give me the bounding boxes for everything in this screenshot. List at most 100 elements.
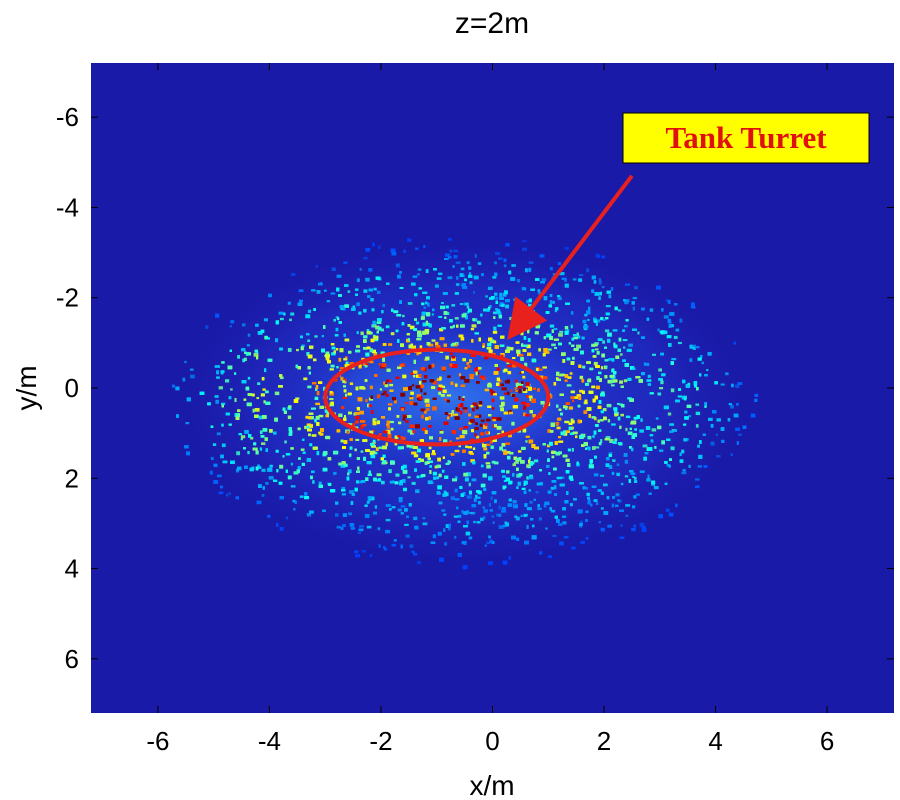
heatmap-cell xyxy=(570,311,574,315)
heatmap-cell xyxy=(562,521,567,525)
heatmap-cell xyxy=(497,417,502,421)
heatmap-cell xyxy=(493,461,499,465)
heatmap-cell xyxy=(608,358,613,361)
heatmap-cell xyxy=(399,481,403,486)
heatmap-cell xyxy=(614,438,618,441)
heatmap-cell xyxy=(667,318,671,323)
heatmap-cell xyxy=(428,481,434,484)
heatmap-cell xyxy=(460,384,466,387)
heatmap-cell xyxy=(647,474,650,479)
heatmap-cell xyxy=(337,317,340,321)
heatmap-cell xyxy=(688,464,691,468)
heatmap-cell xyxy=(472,447,476,450)
heatmap-cell xyxy=(507,451,511,454)
heatmap-cell xyxy=(259,447,263,451)
heatmap-cell xyxy=(640,418,643,422)
heatmap-cell xyxy=(607,524,612,528)
heatmap-cell xyxy=(586,310,591,315)
heatmap-cell xyxy=(489,305,492,308)
heatmap-cell xyxy=(554,310,557,313)
heatmap-cell xyxy=(623,346,626,349)
heatmap-cell xyxy=(520,357,524,361)
heatmap-cell xyxy=(561,352,566,356)
heatmap-cell xyxy=(620,353,623,356)
heatmap-cell xyxy=(417,350,422,354)
heatmap-cell xyxy=(221,423,224,427)
heatmap-cell xyxy=(480,464,484,468)
heatmap-cell xyxy=(491,541,495,544)
heatmap-cell xyxy=(475,494,478,498)
heatmap-cell xyxy=(245,386,250,391)
heatmap-cell xyxy=(240,435,246,439)
heatmap-cell xyxy=(301,462,305,466)
heatmap-cell xyxy=(615,355,620,359)
heatmap-cell xyxy=(490,440,493,444)
heatmap-cell xyxy=(460,324,465,328)
heatmap-cell xyxy=(256,397,260,400)
heatmap-cell xyxy=(588,390,594,394)
heatmap-cell xyxy=(378,363,381,366)
heatmap-cell xyxy=(464,409,467,413)
heatmap-cell xyxy=(385,529,390,534)
heatmap-cell xyxy=(315,387,318,391)
heatmap-cell xyxy=(549,300,553,304)
heatmap-cell xyxy=(598,280,602,285)
heatmap-cell xyxy=(263,400,266,404)
heatmap-cell xyxy=(371,349,376,354)
heatmap-cell xyxy=(468,482,471,487)
heatmap-cell xyxy=(214,395,219,398)
heatmap-cell xyxy=(528,439,534,444)
heatmap-cell xyxy=(385,394,389,397)
heatmap-cell xyxy=(502,449,507,452)
heatmap-cell xyxy=(408,344,413,349)
heatmap-cell xyxy=(377,318,382,322)
heatmap-cell xyxy=(365,352,370,357)
heatmap-cell xyxy=(665,299,670,302)
heatmap-cell xyxy=(498,311,502,315)
heatmap-cell xyxy=(225,379,230,383)
heatmap-cell xyxy=(549,507,552,511)
heatmap-cell xyxy=(600,507,604,510)
heatmap-cell xyxy=(564,278,567,282)
heatmap-cell xyxy=(543,504,547,508)
heatmap-cell xyxy=(737,382,743,385)
heatmap-cell xyxy=(230,460,235,464)
heatmap-cell xyxy=(478,401,483,405)
heatmap-cell xyxy=(632,475,635,479)
heatmap-cell xyxy=(376,290,381,294)
heatmap-cell xyxy=(669,458,672,461)
heatmap-cell xyxy=(516,383,519,387)
heatmap-cell xyxy=(390,332,395,336)
heatmap-cell xyxy=(417,330,422,334)
heatmap-cell xyxy=(388,469,392,474)
heatmap-cell xyxy=(210,456,214,460)
heatmap-cell xyxy=(365,248,371,252)
heatmap-cell xyxy=(667,412,672,416)
heatmap-cell xyxy=(694,383,697,388)
heatmap-cell xyxy=(315,402,320,406)
heatmap-cell xyxy=(483,509,488,513)
heatmap-cell xyxy=(706,369,709,372)
heatmap-cell xyxy=(326,300,331,303)
heatmap-cell xyxy=(576,332,579,336)
heatmap-cell xyxy=(338,357,342,362)
heatmap-cell xyxy=(554,485,557,490)
heatmap-cell xyxy=(325,414,329,418)
heatmap-cell xyxy=(628,343,633,347)
heatmap-cell xyxy=(623,453,628,457)
heatmap-cell xyxy=(255,323,259,327)
heatmap-cell xyxy=(651,428,657,432)
heatmap-cell xyxy=(318,282,323,286)
heatmap-cell xyxy=(304,425,308,430)
heatmap-cell xyxy=(589,367,594,371)
heatmap-cell xyxy=(639,429,644,433)
heatmap-cell xyxy=(307,339,311,342)
heatmap-cell xyxy=(490,392,494,396)
heatmap-cell xyxy=(302,438,305,441)
heatmap-cell xyxy=(458,444,461,448)
heatmap-cell xyxy=(190,374,195,379)
heatmap-cell xyxy=(363,256,368,260)
heatmap-cell xyxy=(369,430,374,435)
heatmap-cell xyxy=(296,348,299,352)
heatmap-cell xyxy=(547,458,550,462)
